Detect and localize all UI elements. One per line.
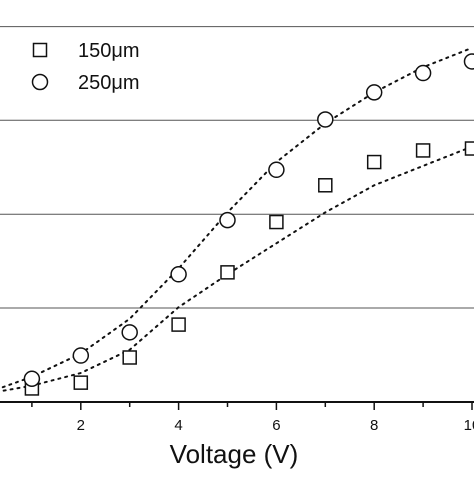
- point-circle-9: [416, 66, 431, 81]
- point-circle-10: [465, 54, 474, 69]
- legend-label-1: 250μm: [78, 72, 140, 94]
- point-circle-7: [318, 112, 333, 127]
- legend-marker-circle: [33, 75, 48, 90]
- point-circle-6: [269, 162, 284, 177]
- x-axis-title: Voltage (V): [170, 439, 299, 469]
- legend-marker-square: [34, 44, 47, 57]
- x-tick-label-6: 6: [272, 417, 280, 434]
- point-circle-4: [171, 267, 186, 282]
- gridlines: [0, 27, 474, 308]
- point-circle-8: [367, 85, 382, 100]
- point-square-8: [368, 156, 381, 169]
- point-circle-2: [73, 348, 88, 363]
- x-tick-label-2: 2: [77, 417, 85, 434]
- fit-lines: [0, 48, 472, 394]
- fit-line-1: [0, 48, 472, 394]
- point-square-6: [270, 216, 283, 229]
- point-square-5: [221, 266, 234, 279]
- fit-line-0: [0, 147, 472, 395]
- legend: 150μm 250μm: [33, 40, 140, 94]
- data-points: [24, 54, 474, 395]
- point-square-7: [319, 179, 332, 192]
- point-circle-1: [24, 371, 39, 386]
- x-tick-label-10: 10: [464, 417, 474, 434]
- point-square-2: [74, 376, 87, 389]
- x-axis: 2 4 6 8 10: [0, 402, 474, 434]
- x-tick-label-8: 8: [370, 417, 378, 434]
- point-square-3: [123, 351, 136, 364]
- x-tick-label-4: 4: [174, 417, 182, 434]
- point-square-4: [172, 318, 185, 331]
- point-circle-3: [122, 325, 137, 340]
- point-square-9: [417, 144, 430, 157]
- point-square-10: [466, 142, 474, 155]
- point-circle-5: [220, 213, 235, 228]
- legend-label-0: 150μm: [78, 40, 140, 62]
